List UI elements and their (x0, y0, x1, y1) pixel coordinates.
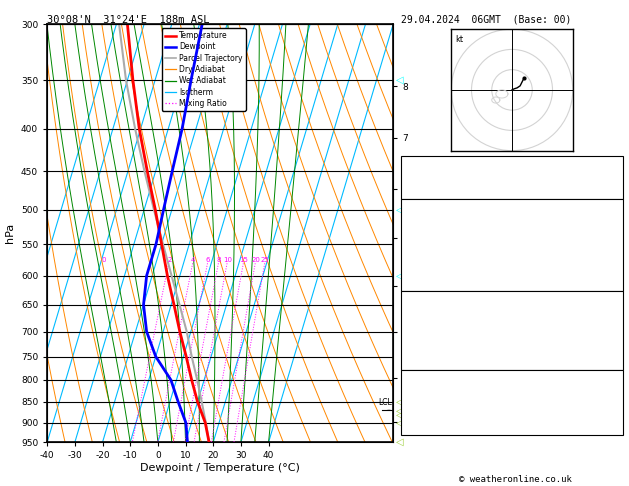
Text: StmSpd (kt): StmSpd (kt) (404, 424, 469, 434)
Text: Hodograph: Hodograph (486, 371, 538, 382)
Text: ◁: ◁ (396, 417, 404, 428)
Text: θe (K): θe (K) (404, 319, 439, 329)
Text: EH: EH (404, 384, 416, 395)
Text: 358°: 358° (597, 411, 620, 421)
Text: 5: 5 (615, 332, 620, 342)
Text: 0: 0 (102, 257, 106, 263)
Text: 8: 8 (217, 257, 221, 263)
Y-axis label: hPa: hPa (5, 223, 15, 243)
Text: -4: -4 (608, 384, 620, 395)
Y-axis label: km
ASL: km ASL (409, 225, 429, 242)
Text: Temp (°C): Temp (°C) (404, 214, 457, 224)
Text: -7: -7 (608, 158, 620, 168)
Text: ◁: ◁ (396, 205, 404, 214)
Text: 11: 11 (608, 398, 620, 408)
Text: 5: 5 (615, 253, 620, 263)
Text: ◁: ◁ (396, 437, 404, 447)
Text: 10: 10 (608, 424, 620, 434)
Text: © weatheronline.co.uk: © weatheronline.co.uk (459, 474, 572, 484)
Text: 6: 6 (206, 257, 210, 263)
Text: 2: 2 (167, 257, 172, 263)
Text: ◁: ◁ (396, 410, 404, 419)
Text: 4: 4 (191, 257, 196, 263)
Text: 20: 20 (252, 257, 260, 263)
Text: ◁: ◁ (396, 405, 404, 416)
Text: Pressure (mb): Pressure (mb) (404, 306, 480, 316)
Text: ◁: ◁ (396, 397, 404, 407)
Text: ◁: ◁ (396, 271, 404, 280)
Text: 0: 0 (615, 266, 620, 277)
Text: 315: 315 (603, 240, 620, 250)
Text: 39: 39 (608, 173, 620, 182)
Text: PW (cm): PW (cm) (404, 187, 445, 197)
Text: 10: 10 (223, 257, 232, 263)
Text: CAPE (J): CAPE (J) (404, 345, 451, 355)
Text: CAPE (J): CAPE (J) (404, 266, 451, 277)
Text: 315: 315 (603, 319, 620, 329)
Text: Dewp (°C): Dewp (°C) (404, 227, 457, 237)
Text: θe(K): θe(K) (404, 240, 433, 250)
Text: K: K (404, 158, 409, 168)
Text: 0: 0 (615, 345, 620, 355)
Text: 0.96: 0.96 (597, 187, 620, 197)
Text: SREH: SREH (404, 398, 427, 408)
Text: 15: 15 (240, 257, 248, 263)
Text: 30°08'N  31°24'E  188m ASL: 30°08'N 31°24'E 188m ASL (47, 15, 209, 25)
Text: Surface: Surface (491, 201, 533, 211)
Text: 10.7: 10.7 (597, 227, 620, 237)
Text: Lifted Index: Lifted Index (404, 332, 474, 342)
Text: Totals Totals: Totals Totals (404, 173, 480, 182)
Text: Lifted Index: Lifted Index (404, 253, 474, 263)
Text: Most Unstable: Most Unstable (474, 293, 550, 303)
Legend: Temperature, Dewpoint, Parcel Trajectory, Dry Adiabat, Wet Adiabat, Isotherm, Mi: Temperature, Dewpoint, Parcel Trajectory… (162, 28, 246, 111)
Text: 0: 0 (615, 279, 620, 290)
Text: CIN (J): CIN (J) (404, 279, 445, 290)
Text: 25: 25 (261, 257, 270, 263)
Text: 29.04.2024  06GMT  (Base: 00): 29.04.2024 06GMT (Base: 00) (401, 15, 572, 25)
Text: CIN (J): CIN (J) (404, 358, 445, 368)
Text: 0: 0 (615, 358, 620, 368)
Text: 18.5: 18.5 (597, 214, 620, 224)
Text: StmDir: StmDir (404, 411, 439, 421)
Text: LCL: LCL (378, 398, 392, 407)
Text: kt: kt (455, 35, 464, 44)
X-axis label: Dewpoint / Temperature (°C): Dewpoint / Temperature (°C) (140, 463, 300, 473)
Text: 992: 992 (603, 306, 620, 316)
Text: ◁: ◁ (396, 75, 404, 85)
